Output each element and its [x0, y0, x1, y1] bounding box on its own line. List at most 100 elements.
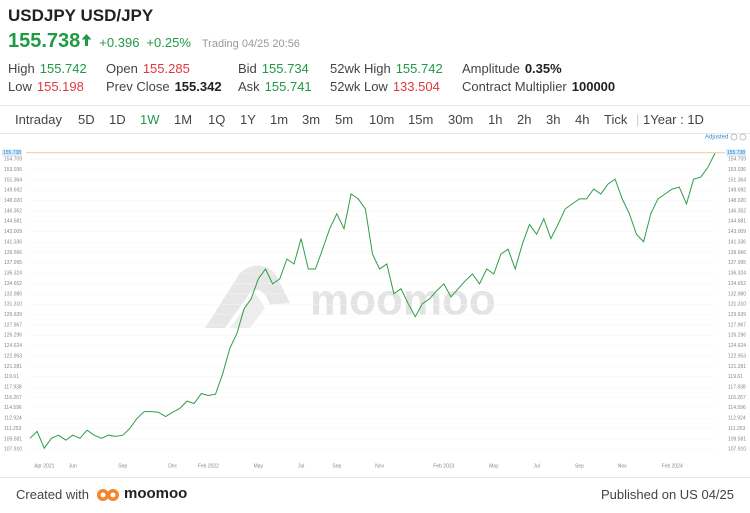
y-tick-label: 141.336 [4, 239, 22, 245]
y-tick-label: 144.681 [4, 219, 22, 225]
change: +0.396 [99, 35, 140, 50]
stat-value: 155.742 [39, 61, 87, 76]
y-tick-label-right: 127.967 [728, 322, 746, 328]
chart: moomoo Adjusted 107.910 107.910 109.581 109… [2, 133, 747, 469]
tab[interactable]: 1Q [208, 112, 226, 127]
x-tick-label: Sep [118, 463, 127, 469]
y-tick-label-right: 122.953 [728, 353, 746, 359]
x-tick-label: May [254, 463, 264, 469]
y-tick-label: 149.692 [4, 188, 22, 194]
tab[interactable]: 1m [270, 112, 289, 127]
y-tick-label-right: 148.020 [728, 198, 746, 204]
x-tick-label: Jul [533, 463, 539, 469]
y-tick-label: 122.953 [4, 353, 22, 359]
tab[interactable]: 4h [575, 112, 590, 127]
y-tick-label: 117.938 [4, 385, 22, 391]
price: 155.738 [8, 30, 81, 52]
brand: moomoo [124, 485, 188, 502]
stat: 52wk High 155.742 [330, 61, 443, 76]
stat-value: 133.504 [392, 79, 440, 94]
stat-value: 155.741 [264, 79, 312, 94]
y-tick-label: 129.639 [4, 312, 22, 318]
x-tick-label: Feb 2023 [433, 463, 454, 469]
tab[interactable]: 3h [546, 112, 561, 127]
x-tick-label: Sep [575, 463, 584, 469]
brand-logo [97, 489, 119, 501]
last-price-label: 155.738 [727, 150, 745, 156]
stat-value: 0.35% [524, 61, 562, 76]
y-tick-label: 154.709 [4, 157, 22, 163]
x-tick-label: Sep [332, 463, 341, 469]
tab[interactable]: 15m [408, 112, 434, 127]
stat: Bid 155.734 [238, 61, 309, 76]
y-tick-label: 139.666 [4, 250, 22, 256]
y-tick-label-right: 117.938 [728, 385, 746, 391]
symbol: USDJPY [8, 6, 76, 25]
y-tick-label-right: 153.036 [728, 167, 746, 173]
tab[interactable]: 2h [517, 112, 532, 127]
y-tick-label-right: 129.639 [728, 312, 746, 318]
stat: Prev Close 155.342 [106, 79, 222, 94]
y-tick-label-right: 144.681 [728, 219, 746, 225]
tab[interactable]: 1D [109, 112, 126, 127]
tab[interactable]: Intraday [15, 112, 62, 127]
y-tick-label-right: 151.364 [728, 177, 746, 183]
stat-label: 52wk High [330, 61, 391, 76]
tab[interactable]: 1h [488, 112, 503, 127]
y-tick-label-right: 137.995 [728, 260, 746, 266]
stat: Ask 155.741 [238, 79, 312, 94]
tab[interactable]: 1W [140, 112, 160, 127]
tab[interactable]: 5D [78, 112, 95, 127]
y-tick-label: 109.581 [4, 436, 22, 442]
y-tick-label: 111.253 [4, 426, 22, 432]
stat: Open 155.285 [106, 61, 190, 76]
published: Published on US 04/25 [601, 487, 734, 502]
tab[interactable]: 3m [302, 112, 321, 127]
range-select[interactable]: 1Year : 1D [643, 112, 704, 127]
watermark: moomoo [310, 276, 496, 325]
stat: Low 155.198 [8, 79, 84, 94]
stat: 52wk Low 133.504 [330, 79, 440, 94]
y-tick-label: 124.624 [4, 343, 22, 349]
y-tick-label-right: 149.692 [728, 188, 746, 194]
y-tick-label: 126.296 [4, 333, 22, 339]
stat: Contract Multiplier 100000 [462, 79, 615, 94]
adjusted-label[interactable]: Adjusted [705, 135, 728, 141]
y-tick-label: 137.995 [4, 260, 22, 266]
stat-label: Contract Multiplier [462, 79, 567, 94]
y-tick-label-right: 121.281 [728, 364, 746, 370]
zoom-icon[interactable] [730, 133, 738, 141]
tab[interactable]: 30m [448, 112, 474, 127]
y-tick-label-right: 141.336 [728, 239, 746, 245]
y-tick-label-right: 146.352 [728, 208, 746, 214]
tab[interactable]: 1M [174, 112, 193, 127]
x-tick-label: Dec [168, 463, 177, 469]
y-tick-label: 121.281 [4, 364, 22, 370]
y-tick-label-right: 139.666 [728, 250, 746, 256]
tabs: Intraday 5D 1D 1W 1M 1Q 1Y 1m 3m 5m 10m 15m 30m 1h 2h 3… [0, 105, 750, 134]
stat-label: Ask [238, 79, 260, 94]
created-with: Created with [16, 487, 89, 502]
settings-icon[interactable] [739, 133, 747, 141]
tab[interactable]: 5m [335, 112, 354, 127]
last-price-label: 155.738 [3, 150, 21, 156]
y-tick-label: 136.324 [4, 271, 22, 277]
y-tick-label-right: 154.709 [728, 157, 746, 163]
y-tick-label: 146.352 [4, 208, 22, 214]
y-tick-label-right: 136.324 [728, 271, 746, 277]
x-tick-label: Jun [69, 463, 77, 469]
title: USDJPY USD/JPY [8, 6, 153, 26]
y-tick-label-right: 111.253 [728, 426, 746, 432]
tab[interactable]: Tick [604, 112, 628, 127]
y-tick-label: 132.980 [4, 291, 22, 297]
x-tick-label: Feb 2022 [198, 463, 219, 469]
tab[interactable]: 1Y [240, 112, 256, 127]
stat-label: Open [106, 61, 138, 76]
y-tick-label-right: 107.910 [728, 447, 746, 453]
tab[interactable]: 10m [369, 112, 395, 127]
price-line [29, 152, 716, 450]
y-tick-label-right: 124.624 [728, 343, 746, 349]
y-tick-label-right: 116.267 [728, 395, 746, 401]
stat-value: 155.198 [36, 79, 84, 94]
footer: Created with moomoo Published on US 04/2… [0, 477, 750, 513]
